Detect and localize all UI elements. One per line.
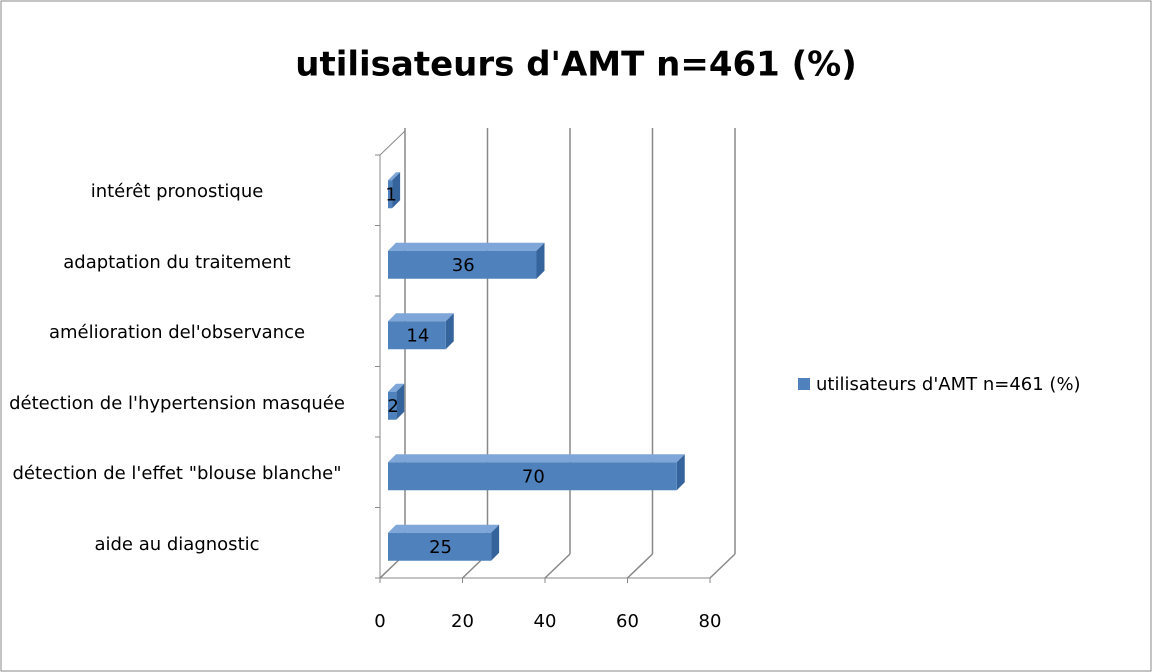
bar — [388, 462, 677, 491]
bar-top — [388, 242, 545, 251]
grid-line — [544, 553, 571, 579]
bar-side — [536, 242, 545, 279]
bar — [388, 391, 397, 420]
data-label: 70 — [522, 466, 545, 487]
bar-side — [392, 172, 401, 209]
x-tick-label: 40 — [534, 611, 557, 632]
bar-top — [388, 524, 500, 533]
data-label: 14 — [406, 325, 429, 346]
grid-line — [709, 553, 736, 579]
x-tick-label: 80 — [699, 611, 722, 632]
y-tick-label: détection de l'hypertension masquée — [9, 392, 345, 414]
chart-title: utilisateurs d'AMT n=461 (%) — [295, 45, 857, 85]
bar — [388, 250, 537, 279]
bar — [388, 321, 446, 350]
legend-swatch — [798, 378, 810, 390]
axis-line — [379, 130, 406, 156]
x-tick-label: 60 — [616, 611, 639, 632]
bar-top — [388, 383, 405, 392]
bar-top — [388, 172, 401, 181]
bar-side — [396, 383, 405, 420]
y-tick-label: adaptation du traitement — [63, 251, 291, 273]
bar — [388, 532, 492, 561]
data-label: 2 — [387, 396, 398, 417]
bar-top — [388, 454, 685, 463]
bar-side — [676, 454, 685, 491]
x-tick-label: 0 — [374, 611, 385, 632]
bar — [388, 180, 393, 209]
bar-side — [491, 524, 500, 561]
y-tick-label: amélioration del'observance — [48, 322, 306, 344]
data-label: 25 — [429, 537, 452, 558]
y-tick-label: aide au diagnostic — [94, 533, 260, 555]
legend-label: utilisateurs d'AMT n=461 (%) — [816, 374, 1081, 395]
x-tick-label: 20 — [451, 611, 474, 632]
bar-top — [388, 313, 454, 322]
grid-line — [626, 553, 654, 579]
data-label: 1 — [385, 184, 396, 205]
data-label: 36 — [452, 255, 475, 276]
y-tick-label: intérêt pronostique — [90, 181, 264, 203]
y-tick-label: détection de l'effet "blouse blanche" — [12, 463, 342, 485]
bar-side — [445, 313, 454, 350]
